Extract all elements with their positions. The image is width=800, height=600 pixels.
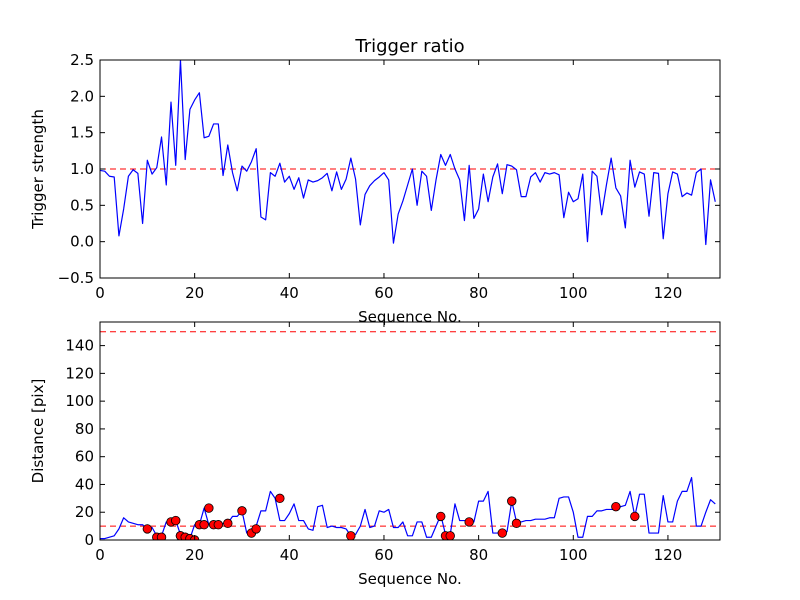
data-point bbox=[142, 524, 153, 534]
data-point bbox=[497, 528, 507, 538]
y-tick-label: 100 bbox=[65, 392, 94, 410]
x-tick-label: 0 bbox=[95, 546, 105, 564]
y-tick-label: 2.5 bbox=[70, 51, 94, 69]
y-axis-label: Distance [pix] bbox=[29, 379, 47, 484]
y-tick-label: 2.0 bbox=[70, 87, 94, 105]
x-tick-label: 0 bbox=[95, 284, 105, 302]
plot-area bbox=[100, 331, 720, 540]
x-axis-label: Sequence No. bbox=[358, 308, 462, 326]
x-tick-label: 40 bbox=[280, 284, 299, 302]
x-tick-label: 100 bbox=[559, 284, 588, 302]
y-tick-label: 1.5 bbox=[70, 124, 94, 142]
data-point bbox=[204, 503, 214, 513]
data-point bbox=[171, 515, 181, 526]
x-tick-label: 60 bbox=[374, 284, 393, 302]
data-point bbox=[251, 524, 261, 534]
data-point bbox=[346, 531, 356, 540]
data-point bbox=[237, 506, 247, 516]
x-tick-label: 120 bbox=[654, 546, 683, 564]
x-tick-label: 80 bbox=[469, 284, 488, 302]
plot-area bbox=[100, 60, 720, 246]
data-point bbox=[630, 511, 640, 522]
y-tick-label: 40 bbox=[75, 475, 94, 493]
trigger-ratio-chart: 0 20 40 60 80 100 120 −0.5 0.0 0.5 1.0 1.5 2.0 2.5 Seq… bbox=[29, 36, 721, 326]
data-point bbox=[611, 501, 621, 512]
chart-title: Trigger ratio bbox=[354, 36, 464, 57]
y-tick-label: 120 bbox=[65, 364, 94, 382]
y-tick-label: 140 bbox=[65, 337, 94, 355]
data-point bbox=[156, 532, 167, 540]
distance-chart: 0 20 40 60 80 100 120 0 20 40 60 80 100 120 140 Sequenc… bbox=[29, 321, 721, 588]
data-point bbox=[445, 531, 455, 540]
series-line bbox=[100, 60, 716, 246]
data-point bbox=[436, 511, 446, 522]
y-tick-label: 0.0 bbox=[70, 233, 94, 251]
data-point bbox=[275, 493, 285, 504]
x-tick-label: 20 bbox=[185, 284, 204, 302]
data-point bbox=[223, 518, 233, 529]
y-tick-label: 60 bbox=[75, 448, 94, 466]
x-tick-label: 60 bbox=[374, 546, 393, 564]
axes-frame bbox=[99, 321, 721, 541]
data-point bbox=[511, 518, 522, 529]
y-tick-label: 20 bbox=[75, 503, 94, 521]
y-tick-label: −0.5 bbox=[58, 269, 94, 287]
x-tick-label: 80 bbox=[469, 546, 488, 564]
x-tick-label: 40 bbox=[280, 546, 299, 564]
y-tick-label: 80 bbox=[75, 420, 94, 438]
data-point bbox=[507, 496, 517, 506]
y-tick-label: 1.0 bbox=[70, 160, 94, 178]
y-tick-label: 0 bbox=[84, 531, 94, 549]
x-tick-label: 20 bbox=[185, 546, 204, 564]
y-tick-label: 0.5 bbox=[70, 196, 94, 214]
x-tick-label: 120 bbox=[654, 284, 683, 302]
data-point bbox=[199, 520, 209, 530]
data-point bbox=[464, 517, 474, 527]
y-axis-label: Trigger strength bbox=[29, 109, 47, 230]
series-line bbox=[100, 476, 716, 540]
x-tick-label: 100 bbox=[559, 546, 588, 564]
data-point bbox=[213, 520, 224, 530]
x-axis-label: Sequence No. bbox=[358, 570, 462, 588]
